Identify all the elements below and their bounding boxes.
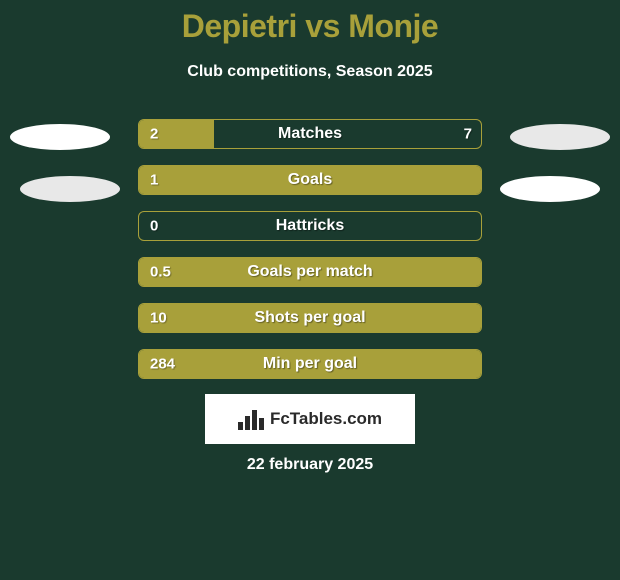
logo-box: FcTables.com (205, 394, 415, 444)
stat-row: 0.5Goals per match (0, 257, 620, 287)
stat-row: 284Min per goal (0, 349, 620, 379)
stats-area: 2Matches7 1Goals 0Hattricks 0.5Goals per ma… (0, 119, 620, 379)
stat-label: Shots per goal (138, 309, 482, 327)
chart-icon (238, 408, 264, 430)
stat-row: 0Hattricks (0, 211, 620, 241)
stat-right-value: 7 (464, 126, 472, 143)
page-subtitle: Club competitions, Season 2025 (0, 63, 620, 81)
stat-label: Goals (138, 171, 482, 189)
logo-text: FcTables.com (270, 409, 382, 429)
stat-label: Goals per match (138, 263, 482, 281)
stat-row: 2Matches7 (0, 119, 620, 149)
stat-label: Min per goal (138, 355, 482, 373)
stat-row: 1Goals (0, 165, 620, 195)
date-label: 22 february 2025 (0, 456, 620, 474)
stat-label: Matches (138, 125, 482, 143)
stat-label: Hattricks (138, 217, 482, 235)
page-title: Depietri vs Monje (0, 8, 620, 45)
stat-row: 10Shots per goal (0, 303, 620, 333)
